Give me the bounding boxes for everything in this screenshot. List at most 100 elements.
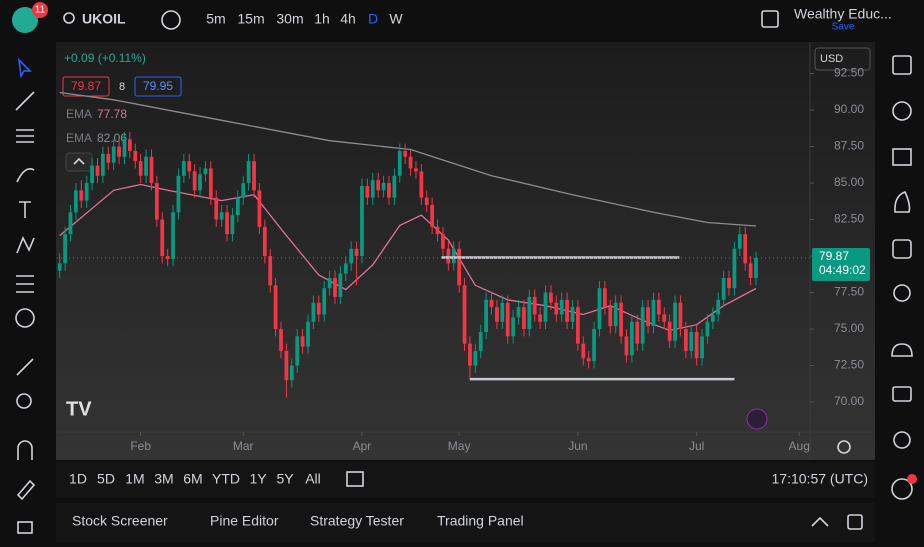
candle-body xyxy=(511,317,516,337)
streams[interactable] xyxy=(891,343,913,357)
candle-body xyxy=(435,226,440,235)
interval[interactable]: W xyxy=(389,11,403,27)
collapse-legend[interactable] xyxy=(65,152,93,172)
zoom-tool[interactable] xyxy=(16,393,32,409)
account[interactable]: Wealthy Educ... xyxy=(794,6,892,22)
candle-body xyxy=(635,321,640,344)
text-tool[interactable] xyxy=(19,201,31,218)
interval[interactable]: 5m xyxy=(206,11,225,27)
bid[interactable]: 79.87 xyxy=(71,79,101,93)
magnet-tool[interactable] xyxy=(17,440,33,460)
ema-name: EMA xyxy=(66,107,92,121)
price-tag xyxy=(812,247,870,281)
data-window[interactable] xyxy=(892,148,912,166)
candle-body xyxy=(419,171,424,198)
date-range[interactable] xyxy=(346,471,364,487)
candle-body xyxy=(441,234,445,249)
range-button[interactable]: 6M xyxy=(183,471,202,487)
candle-body xyxy=(273,285,278,330)
alerts[interactable] xyxy=(892,101,912,121)
line-tool[interactable] xyxy=(15,91,35,111)
ideas[interactable] xyxy=(893,284,911,302)
interval[interactable]: 30m xyxy=(276,11,303,27)
candle-body xyxy=(160,219,165,257)
logo[interactable] xyxy=(12,7,38,33)
tab[interactable]: Stock Screener xyxy=(72,513,168,529)
candle-body xyxy=(333,277,337,297)
interval[interactable]: 1h xyxy=(314,11,330,27)
candle-body xyxy=(235,197,240,216)
add-symbol[interactable] xyxy=(161,10,181,30)
ask-box[interactable] xyxy=(134,76,182,97)
hotlists[interactable] xyxy=(894,190,911,213)
spread: 8 xyxy=(119,81,125,93)
watchlist[interactable] xyxy=(892,55,912,75)
x-tick-label: Aug xyxy=(789,439,810,453)
search-icon[interactable] xyxy=(63,12,75,24)
ask[interactable]: 79.95 xyxy=(143,79,173,93)
maximize[interactable] xyxy=(847,514,863,530)
candle-body xyxy=(570,307,575,322)
settings[interactable] xyxy=(837,440,851,454)
brush-tool[interactable] xyxy=(16,168,35,183)
candle-body xyxy=(613,302,618,327)
candle-body xyxy=(284,350,289,381)
candle-body xyxy=(608,307,613,327)
chat[interactable] xyxy=(892,386,912,402)
pattern-tool[interactable] xyxy=(16,236,35,254)
notification-dot xyxy=(907,474,917,484)
ruler-tool[interactable] xyxy=(16,358,34,376)
candle-body xyxy=(289,365,294,381)
interval[interactable]: D xyxy=(368,11,378,27)
interval[interactable]: 4h xyxy=(340,11,356,27)
help[interactable] xyxy=(893,431,911,449)
candle-body xyxy=(705,321,710,337)
lock-tool[interactable] xyxy=(17,521,33,534)
currency[interactable]: USD xyxy=(820,53,843,65)
lightning-icon[interactable] xyxy=(746,408,768,430)
chart-panel xyxy=(56,42,875,460)
symbol[interactable]: UKOIL xyxy=(82,11,126,27)
range-button[interactable]: 1Y xyxy=(249,471,267,487)
candle-body xyxy=(68,212,73,235)
tab[interactable]: Trading Panel xyxy=(437,513,524,529)
range-button[interactable]: 1M xyxy=(125,471,144,487)
layout-icon[interactable] xyxy=(761,10,779,28)
expand[interactable] xyxy=(811,516,829,527)
x-tick-label: Mar xyxy=(233,439,254,453)
range-button[interactable]: 5Y xyxy=(276,471,294,487)
notifications[interactable] xyxy=(891,478,913,500)
fib-tool[interactable] xyxy=(16,129,34,143)
candle-body xyxy=(349,248,354,264)
currency-box[interactable] xyxy=(814,47,871,71)
tab[interactable]: Strategy Tester xyxy=(310,513,404,529)
range-button[interactable]: 5D xyxy=(97,471,115,487)
interval[interactable]: 15m xyxy=(237,11,264,27)
clock[interactable]: 17:10:57 (UTC) xyxy=(772,471,868,487)
candle-body xyxy=(721,277,726,300)
candle-body xyxy=(656,299,661,315)
range-button[interactable]: All xyxy=(305,471,321,487)
range-button[interactable]: 1D xyxy=(69,471,87,487)
candle-body xyxy=(446,248,451,264)
candle-body xyxy=(554,302,559,315)
tv-logo[interactable]: TV xyxy=(66,398,92,420)
badge-count: 11 xyxy=(35,5,46,16)
candle-body xyxy=(176,175,181,213)
candle-body xyxy=(549,292,553,303)
cursor-tool[interactable] xyxy=(17,57,32,79)
tab[interactable]: Pine Editor xyxy=(210,513,279,529)
range-button[interactable]: YTD xyxy=(212,471,240,487)
draw-lock[interactable] xyxy=(16,479,36,501)
candle-body xyxy=(727,277,731,289)
calendar[interactable] xyxy=(892,239,912,259)
prediction-tool[interactable] xyxy=(16,275,34,293)
candle-body xyxy=(138,161,143,176)
range-button[interactable]: 3M xyxy=(154,471,173,487)
save[interactable]: Save xyxy=(832,22,855,33)
candle-body xyxy=(565,299,569,322)
candle-body xyxy=(327,277,332,289)
icon-tool[interactable] xyxy=(15,308,35,328)
candle-body xyxy=(219,212,224,220)
